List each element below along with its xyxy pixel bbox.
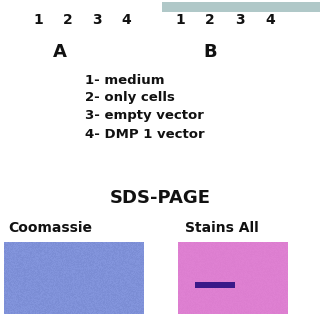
Text: 2- only cells: 2- only cells [85, 92, 175, 105]
Text: Stains All: Stains All [185, 221, 259, 235]
Text: 2: 2 [63, 13, 73, 27]
Text: 4: 4 [265, 13, 275, 27]
Text: 2: 2 [205, 13, 215, 27]
Bar [162, 2, 320, 12]
Text: 4: 4 [121, 13, 131, 27]
Text: SDS-PAGE: SDS-PAGE [109, 189, 211, 207]
Text: 1: 1 [33, 13, 43, 27]
Text: Coomassie: Coomassie [8, 221, 92, 235]
Text: B: B [203, 43, 217, 61]
Bar [195, 282, 235, 288]
Text: 3: 3 [92, 13, 102, 27]
Text: 4- DMP 1 vector: 4- DMP 1 vector [85, 127, 204, 140]
Text: 3: 3 [235, 13, 245, 27]
Text: A: A [53, 43, 67, 61]
Text: 3- empty vector: 3- empty vector [85, 109, 204, 123]
Text: 1- medium: 1- medium [85, 74, 164, 86]
Text: 1: 1 [175, 13, 185, 27]
